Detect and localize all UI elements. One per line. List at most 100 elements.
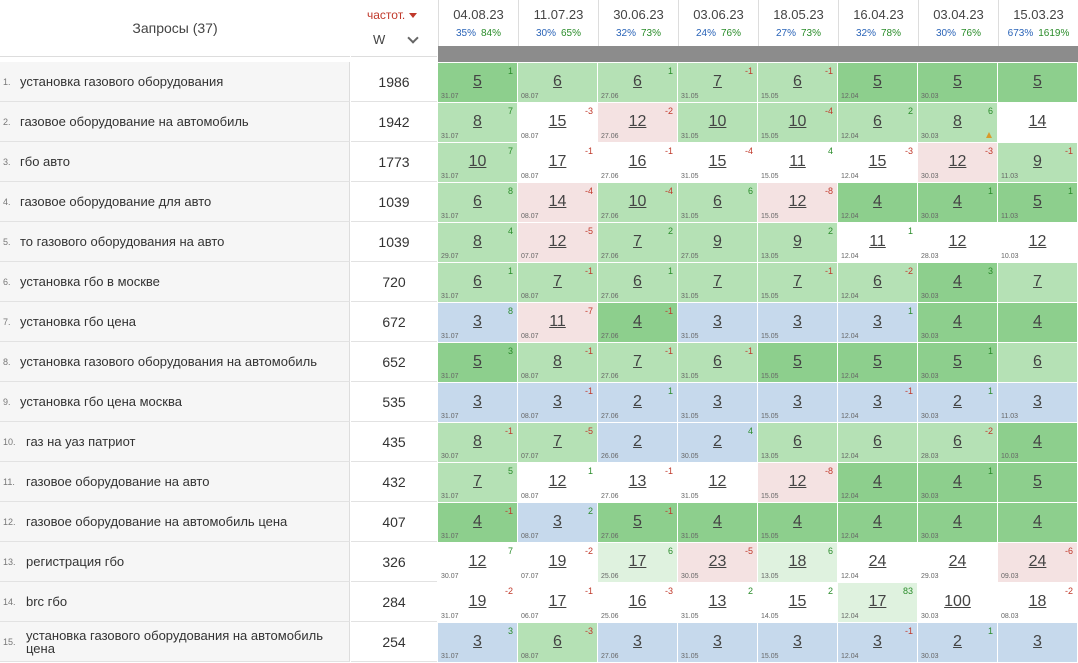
position-cell[interactable]: 2 26.06 xyxy=(598,423,677,462)
query-text[interactable]: установка газового оборудования на автом… xyxy=(20,354,317,369)
position-link[interactable]: 15 xyxy=(548,113,567,130)
position-cell[interactable]: 7 31.05 xyxy=(678,263,757,302)
position-cell[interactable]: 3 -1 12.04 xyxy=(838,383,917,422)
position-cell[interactable]: 2 1 30.03 xyxy=(918,623,997,662)
position-cell[interactable]: 13 2 31.05 xyxy=(678,583,757,622)
position-link[interactable]: 9 xyxy=(713,233,722,250)
query-text[interactable]: газовое оборудование для авто xyxy=(20,194,212,209)
position-cell[interactable]: 4 10.03 xyxy=(998,423,1077,462)
position-link[interactable]: 7 xyxy=(553,433,562,450)
position-link[interactable]: 10 xyxy=(708,113,727,130)
position-cell[interactable]: 8 6 30.03 xyxy=(918,103,997,142)
position-link[interactable]: 23 xyxy=(708,553,727,570)
position-cell[interactable]: 3 31.07 xyxy=(438,383,517,422)
position-cell[interactable]: 4 1 30.03 xyxy=(918,463,997,502)
position-cell[interactable]: 16 -3 25.06 xyxy=(598,583,677,622)
position-link[interactable]: 4 xyxy=(1033,313,1042,330)
position-cell[interactable]: 17 83 12.04 xyxy=(838,583,917,622)
position-cell[interactable]: 9 27.05 xyxy=(678,223,757,262)
position-cell[interactable]: 24 12.04 xyxy=(838,543,917,582)
position-link[interactable]: 5 xyxy=(1033,473,1042,490)
query-cell[interactable]: 12. газовое оборудование на автомобиль це… xyxy=(0,502,350,542)
position-link[interactable]: 6 xyxy=(1033,353,1042,370)
position-cell[interactable]: 2 1 30.03 xyxy=(918,383,997,422)
position-link[interactable]: 15 xyxy=(708,153,727,170)
position-link[interactable]: 3 xyxy=(873,313,882,330)
date-label[interactable]: 30.06.23 xyxy=(613,7,664,22)
position-link[interactable]: 16 xyxy=(628,153,647,170)
position-link[interactable]: 9 xyxy=(793,233,802,250)
position-cell[interactable]: 14 xyxy=(998,103,1077,142)
position-cell[interactable]: 4 12.04 xyxy=(838,503,917,542)
position-link[interactable]: 6 xyxy=(713,193,722,210)
position-link[interactable]: 17 xyxy=(868,593,887,610)
position-cell[interactable]: 6 xyxy=(998,343,1077,382)
position-cell[interactable]: 12 7 30.07 xyxy=(438,543,517,582)
position-link[interactable]: 15 xyxy=(868,153,887,170)
position-link[interactable]: 4 xyxy=(473,513,482,530)
position-cell[interactable]: 12 -5 07.07 xyxy=(518,223,597,262)
position-link[interactable]: 2 xyxy=(953,393,962,410)
position-link[interactable]: 24 xyxy=(1028,553,1047,570)
position-cell[interactable]: 5 1 11.03 xyxy=(998,183,1077,222)
date-label[interactable]: 16.04.23 xyxy=(853,7,904,22)
position-link[interactable]: 19 xyxy=(548,553,567,570)
position-cell[interactable]: 4 30.03 xyxy=(918,503,997,542)
position-cell[interactable]: 11 -7 08.07 xyxy=(518,303,597,342)
position-link[interactable]: 4 xyxy=(953,513,962,530)
position-link[interactable]: 12 xyxy=(788,193,807,210)
frequency-mode-select[interactable]: W xyxy=(373,32,386,47)
position-cell[interactable]: 13 -1 27.06 xyxy=(598,463,677,502)
position-link[interactable]: 6 xyxy=(873,113,882,130)
position-cell[interactable]: 10 -4 27.06 xyxy=(598,183,677,222)
position-cell[interactable]: 12 -2 27.06 xyxy=(598,103,677,142)
position-cell[interactable]: 15 -3 08.07 xyxy=(518,103,597,142)
position-cell[interactable]: 7 xyxy=(998,263,1077,302)
position-cell[interactable]: 16 -1 27.06 xyxy=(598,143,677,182)
query-text[interactable]: установка гбо цена xyxy=(20,314,136,329)
position-cell[interactable]: 5 12.04 xyxy=(838,343,917,382)
position-cell[interactable]: 3 2 08.07 xyxy=(518,503,597,542)
query-cell[interactable]: 8. установка газового оборудования на авт… xyxy=(0,342,350,382)
position-cell[interactable]: 5 xyxy=(998,463,1077,502)
position-cell[interactable]: 5 -1 27.06 xyxy=(598,503,677,542)
position-link[interactable]: 12 xyxy=(948,153,967,170)
position-cell[interactable]: 3 31.05 xyxy=(678,383,757,422)
position-link[interactable]: 6 xyxy=(873,433,882,450)
position-link[interactable]: 6 xyxy=(793,73,802,90)
position-link[interactable]: 3 xyxy=(873,633,882,650)
position-link[interactable]: 6 xyxy=(553,73,562,90)
position-cell[interactable]: 4 xyxy=(998,503,1077,542)
position-cell[interactable]: 17 -1 06.07 xyxy=(518,583,597,622)
query-cell[interactable]: 1. установка газового оборудования xyxy=(0,62,350,102)
query-text[interactable]: газ на уаз патриот xyxy=(26,434,136,449)
position-cell[interactable]: 6 1 31.07 xyxy=(438,263,517,302)
query-cell[interactable]: 2. газовое оборудование на автомобиль xyxy=(0,102,350,142)
position-cell[interactable]: 6 -2 12.04 xyxy=(838,263,917,302)
position-link[interactable]: 5 xyxy=(1033,193,1042,210)
position-cell[interactable]: 12 -8 15.05 xyxy=(758,183,837,222)
position-cell[interactable]: 6 -1 31.05 xyxy=(678,343,757,382)
position-link[interactable]: 24 xyxy=(868,553,887,570)
position-link[interactable]: 6 xyxy=(633,73,642,90)
position-cell[interactable]: 6 -1 15.05 xyxy=(758,63,837,102)
position-cell[interactable]: 12 1 08.07 xyxy=(518,463,597,502)
position-cell[interactable]: 6 8 31.07 xyxy=(438,183,517,222)
position-link[interactable]: 13 xyxy=(708,593,727,610)
position-link[interactable]: 6 xyxy=(473,273,482,290)
position-link[interactable]: 4 xyxy=(873,193,882,210)
position-cell[interactable]: 8 7 31.07 xyxy=(438,103,517,142)
position-link[interactable]: 10 xyxy=(468,153,487,170)
frequency-sort-button[interactable]: частот. xyxy=(367,8,418,22)
position-link[interactable]: 14 xyxy=(548,193,567,210)
position-link[interactable]: 10 xyxy=(788,113,807,130)
position-cell[interactable]: 18 6 13.05 xyxy=(758,543,837,582)
position-cell[interactable]: 5 1 31.07 xyxy=(438,63,517,102)
position-cell[interactable]: 7 -1 27.06 xyxy=(598,343,677,382)
position-link[interactable]: 3 xyxy=(553,393,562,410)
position-link[interactable]: 4 xyxy=(953,313,962,330)
position-link[interactable]: 8 xyxy=(473,113,482,130)
position-link[interactable]: 6 xyxy=(553,633,562,650)
position-link[interactable]: 6 xyxy=(473,193,482,210)
position-link[interactable]: 5 xyxy=(473,73,482,90)
